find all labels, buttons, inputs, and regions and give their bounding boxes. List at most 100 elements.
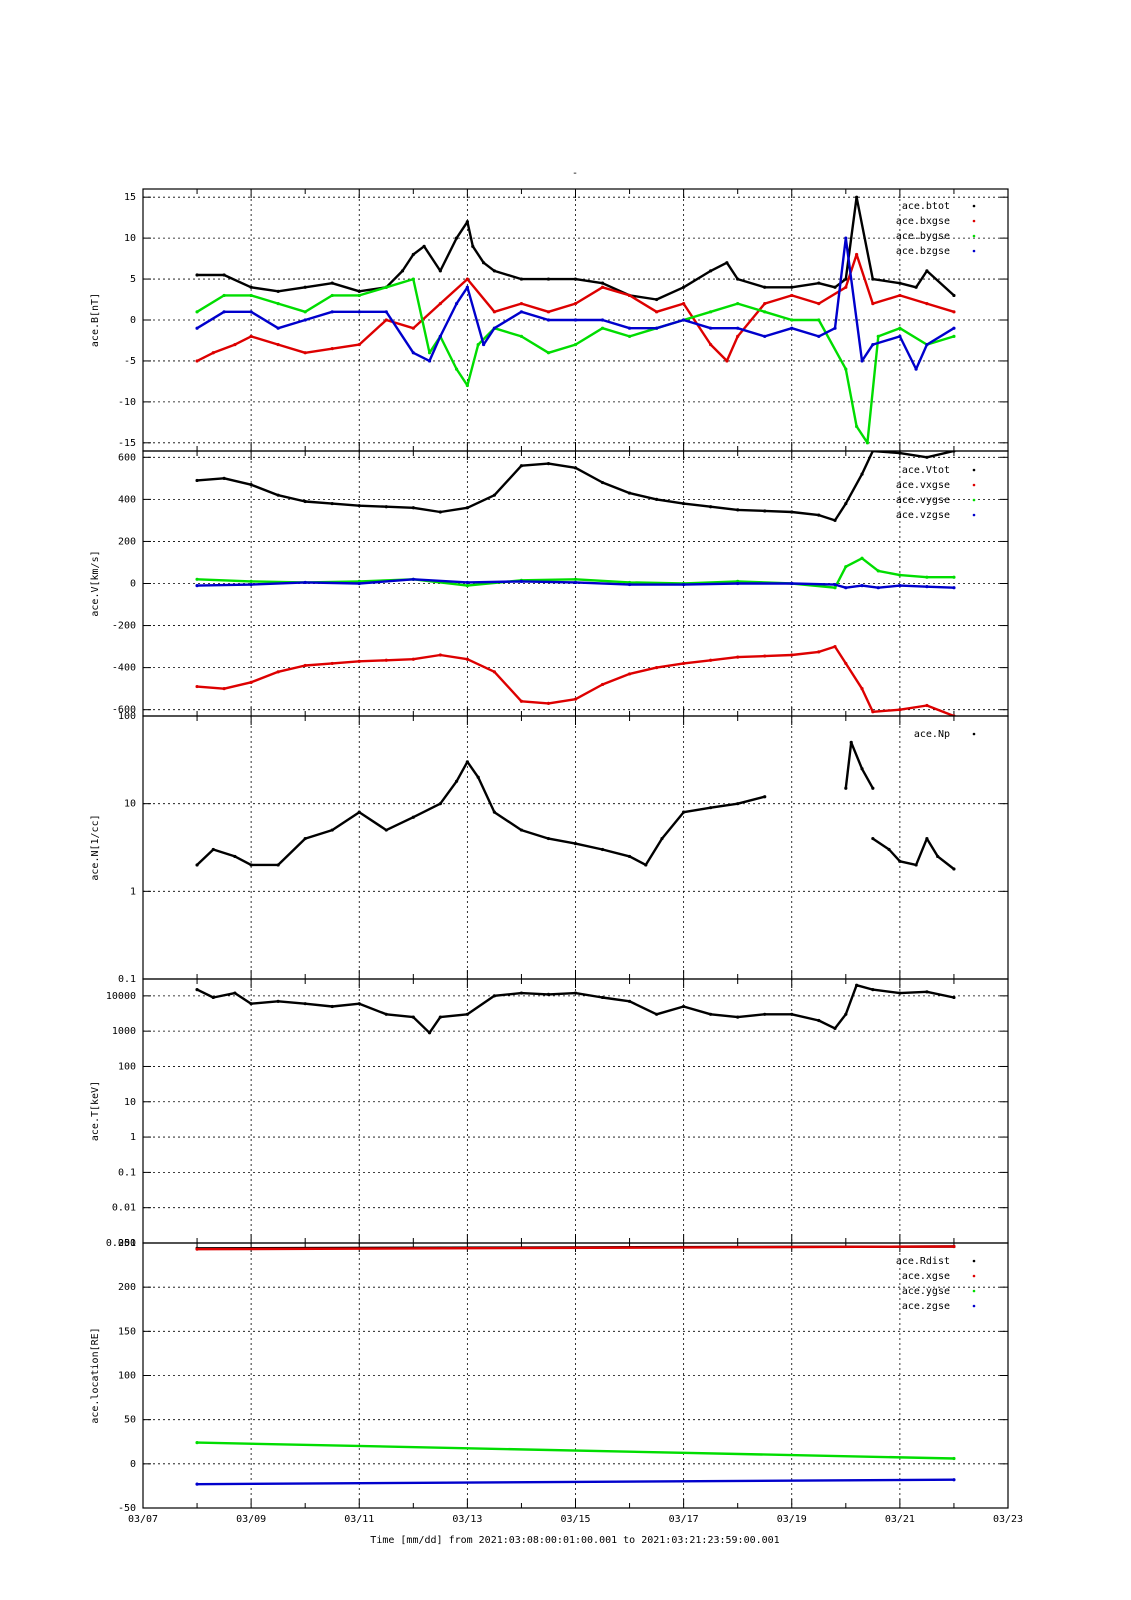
data-point (573, 466, 578, 470)
data-point (833, 1026, 837, 1030)
data-point (763, 285, 767, 289)
data-point (330, 1004, 334, 1009)
data-point (411, 1015, 415, 1019)
y-tick-label: 5 (130, 274, 136, 285)
data-point (276, 326, 280, 330)
data-point (709, 269, 713, 273)
data-point (817, 513, 821, 517)
y-tick-label: 0 (130, 579, 136, 590)
data-point (763, 334, 767, 338)
data-point (303, 285, 307, 289)
data-point (519, 991, 524, 995)
x-tick-label: 03/11 (344, 1514, 374, 1525)
data-point (709, 342, 713, 347)
data-point (384, 658, 388, 662)
legend-marker (972, 483, 976, 487)
data-point (644, 863, 648, 867)
data-point (357, 1002, 361, 1006)
data-point (303, 318, 307, 322)
data-point (519, 334, 524, 338)
data-point (817, 1018, 821, 1023)
y-tick-label: 15 (124, 192, 136, 203)
data-point (573, 580, 578, 585)
data-point (195, 1247, 199, 1251)
data-point (860, 359, 864, 363)
data-point (817, 302, 821, 306)
data-point (465, 1012, 469, 1016)
data-point (546, 462, 551, 466)
data-point (384, 1012, 388, 1016)
legend-label: ace.xgse (902, 1271, 950, 1282)
data-point (627, 293, 632, 298)
data-point (249, 1002, 253, 1006)
data-point (492, 326, 497, 330)
data-point (411, 657, 415, 661)
data-point (492, 310, 497, 314)
data-point (709, 310, 713, 314)
data-point (952, 867, 956, 871)
data-point (573, 577, 578, 581)
data-point (860, 472, 864, 476)
data-point (914, 285, 918, 289)
data-point (817, 650, 821, 654)
data-point (790, 318, 794, 322)
data-point (357, 659, 361, 663)
data-point (849, 740, 853, 744)
data-point (682, 318, 686, 322)
data-point (763, 1012, 767, 1016)
data-point (357, 810, 361, 814)
y-tick-label: 0.1 (118, 1167, 136, 1178)
legend-label: ace.bygse (896, 231, 950, 242)
data-point (465, 220, 469, 224)
data-point (925, 302, 929, 306)
data-point (898, 334, 902, 338)
data-point (384, 828, 388, 832)
data-point (627, 491, 632, 495)
x-tick-label: 03/13 (452, 1514, 482, 1525)
data-point (860, 687, 864, 691)
data-point (357, 342, 361, 347)
data-point (195, 1441, 199, 1445)
data-point (627, 999, 632, 1003)
data-point (357, 581, 361, 586)
data-point (465, 285, 469, 289)
data-point (763, 654, 767, 658)
data-point (438, 802, 442, 806)
data-point (844, 1012, 848, 1016)
data-point (952, 334, 956, 338)
data-point (600, 285, 605, 289)
data-point (211, 847, 215, 852)
y-tick-label: 1 (130, 886, 136, 897)
data-point (330, 310, 334, 314)
data-point (411, 252, 415, 257)
data-point (411, 326, 415, 330)
data-point (952, 326, 956, 330)
legend-label: ace.Vtot (902, 465, 950, 476)
x-axis-label: Time [mm/dd] from 2021:03:08:00:01:00.00… (370, 1535, 779, 1546)
legend-marker (972, 249, 976, 253)
data-point (519, 464, 524, 468)
data-point (790, 653, 794, 657)
legend-marker (972, 513, 976, 517)
data-point (465, 760, 469, 764)
data-point (736, 655, 740, 659)
data-point (454, 367, 459, 371)
data-point (736, 277, 740, 281)
data-point (195, 584, 199, 588)
data-point (871, 988, 875, 992)
y-tick-label: -15 (118, 438, 136, 449)
data-point (222, 310, 226, 314)
data-point (465, 506, 469, 510)
data-point (249, 285, 253, 289)
data-point (790, 326, 794, 330)
data-point (546, 836, 551, 841)
y-tick-label: -200 (112, 621, 136, 632)
data-point (492, 810, 497, 814)
y-tick-label: 200 (118, 536, 136, 547)
data-point (925, 269, 929, 273)
data-point (952, 995, 956, 1000)
data-point (844, 501, 848, 506)
data-point (195, 359, 199, 363)
data-point (600, 318, 605, 322)
data-point (844, 285, 848, 289)
